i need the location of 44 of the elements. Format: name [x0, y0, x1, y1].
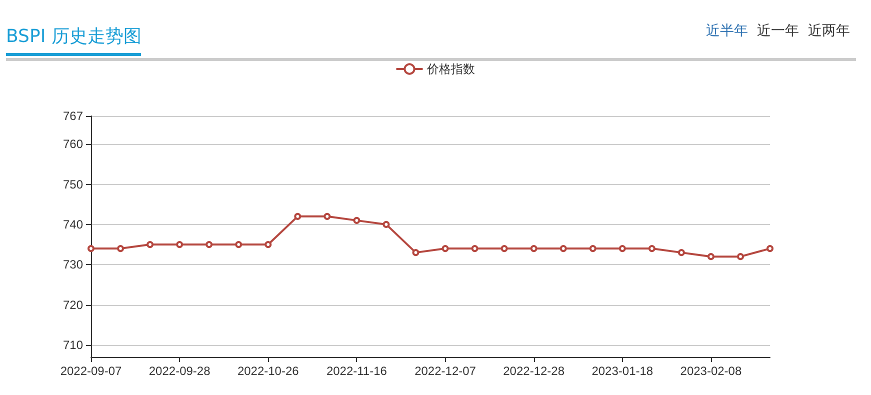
point: [294, 212, 302, 220]
point: [766, 245, 774, 252]
y-tick-label: 740: [62, 217, 84, 232]
x-tick-label: 2022-10-26: [237, 364, 300, 378]
x-tick-label: 2022-09-28: [148, 364, 211, 378]
point: [648, 245, 656, 252]
text: 近半年: [706, 23, 748, 39]
point: [146, 241, 154, 248]
point: [88, 245, 94, 252]
y-tick-label: 710: [62, 338, 84, 352]
point: [353, 216, 360, 224]
point: [678, 249, 685, 256]
x-tick-label: 2022-09-07: [60, 364, 122, 378]
y-tick-label: 767: [62, 109, 84, 123]
point: [560, 245, 567, 252]
point: [530, 245, 538, 252]
x-tick-label: 2022-12-28: [503, 364, 565, 378]
point: [412, 249, 420, 256]
point: [442, 245, 449, 252]
legend-label: 价格指数: [426, 62, 475, 76]
x-tick-label: 2023-01-18: [592, 364, 654, 378]
point: [471, 245, 478, 252]
y-tick-label: 720: [62, 298, 84, 312]
text: 近一年: [757, 23, 799, 39]
point: [500, 245, 508, 252]
point: [736, 253, 744, 260]
y-tick-label: 760: [62, 137, 84, 152]
point: [206, 241, 213, 248]
x-tick-label: 2022-11-16: [326, 364, 388, 378]
point: [382, 220, 390, 228]
y-tick-label: 750: [62, 177, 84, 192]
text: 近两年: [808, 23, 850, 39]
chart-title: BSPI 历史走势图: [6, 24, 142, 56]
point: [264, 241, 272, 248]
x-tick-label: 2022-12-07: [414, 364, 476, 378]
point: [117, 245, 124, 252]
point: [618, 245, 626, 252]
point: [589, 245, 596, 252]
point: [235, 241, 242, 248]
point: [176, 241, 184, 248]
y-tick-label: 730: [62, 258, 84, 272]
point: [707, 253, 714, 260]
x-tick-label: 2023-02-08: [680, 364, 742, 378]
point: [324, 212, 331, 220]
